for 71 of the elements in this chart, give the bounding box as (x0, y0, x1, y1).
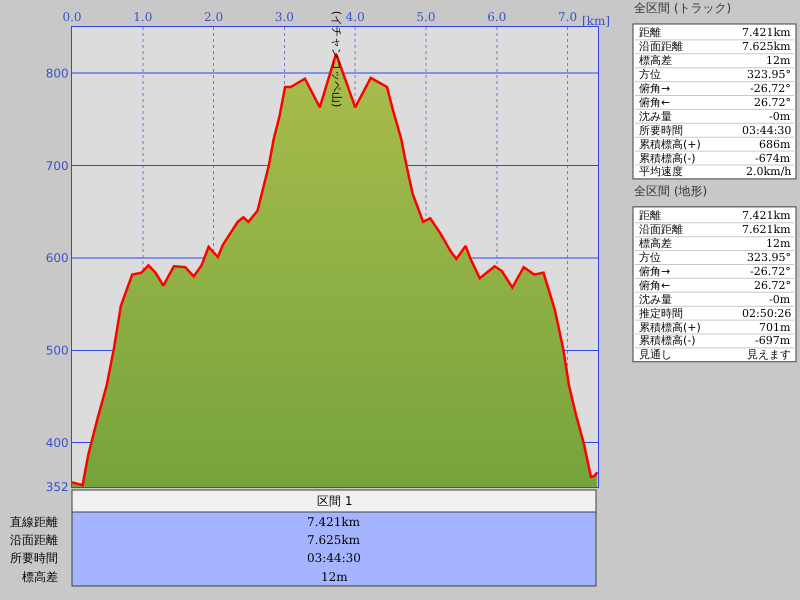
text: 累積標高(+) (639, 138, 701, 151)
y-tick-label: 400 (46, 436, 69, 450)
text: 沿面距離 (639, 40, 683, 53)
text: -0m (769, 110, 791, 123)
text: 区間 1 (317, 494, 352, 508)
text: 標高差 (22, 570, 58, 584)
text: 03:44:30 (307, 551, 361, 565)
text: 方位 (639, 251, 661, 264)
text: 701m (759, 321, 791, 334)
text: 俯角← (639, 96, 670, 109)
text: 沿面距離 (10, 533, 58, 547)
x-tick-label: 1.0 (133, 10, 152, 24)
x-tick-label: 7.0 (558, 10, 578, 24)
y-tick-label: 600 (46, 251, 69, 266)
annotation: (イチャンコッペ山) (330, 10, 343, 108)
text: 所要時間 (639, 124, 683, 137)
text: 686m (759, 138, 791, 151)
text: 方位 (639, 68, 661, 81)
text: 全区間 (地形) (634, 184, 708, 198)
text: 7.421km (307, 515, 361, 529)
text: 323.95° (747, 251, 791, 264)
text: 12m (766, 237, 791, 250)
text: 沈み量 (639, 293, 672, 306)
text: -26.72° (750, 265, 791, 278)
text: 直線距離 (10, 515, 58, 529)
y-tick-label: 500 (46, 343, 69, 358)
text: 標高差 (639, 54, 672, 67)
x-tick-label: 0.0 (62, 10, 82, 24)
text: 7.421km (742, 26, 792, 39)
text: 俯角→ (639, 265, 670, 278)
x-tick-label: 4.0 (346, 10, 365, 24)
text: 323.95° (747, 68, 791, 81)
text: 全区間 (トラック) (634, 1, 732, 15)
y-tick-label: 800 (46, 66, 69, 80)
text: 距離 (639, 209, 661, 222)
x-axis-title: [km] (582, 14, 610, 28)
x-tick-label: 3.0 (274, 10, 294, 24)
text: 平均速度 (639, 165, 683, 178)
x-tick-label: 6.0 (487, 10, 506, 24)
text: 累積標高(-) (639, 334, 696, 347)
text: 標高差 (639, 237, 672, 250)
text: -26.72° (750, 82, 791, 95)
text: 02:50:26 (742, 307, 792, 320)
text: -697m (755, 334, 791, 347)
text: 7.621km (742, 223, 792, 236)
text: 推定時間 (639, 307, 683, 320)
text: 沿面距離 (639, 223, 683, 236)
text: -674m (755, 152, 791, 165)
text: 俯角← (639, 279, 670, 292)
text: 12m (321, 570, 348, 584)
text: -0m (769, 293, 791, 306)
text: 見通し (639, 348, 672, 361)
text: 26.72° (754, 279, 791, 292)
y-tick-label: 700 (46, 158, 69, 173)
text: 7.625km (307, 533, 361, 547)
text: 累積標高(-) (639, 152, 696, 165)
text: 距離 (639, 26, 661, 39)
text: 7.625km (742, 40, 792, 53)
text: 沈み量 (639, 110, 672, 123)
text: 7.421km (742, 209, 792, 222)
text: 26.72° (754, 96, 791, 109)
text: 俯角→ (639, 82, 670, 95)
text: 03:44:30 (742, 124, 792, 137)
x-tick-label: 5.0 (416, 10, 436, 24)
text: 12m (766, 54, 791, 67)
y-tick-label: 352 (46, 480, 69, 494)
text: 見えます (747, 348, 791, 361)
text: 2.0km/h (746, 165, 792, 178)
text: 所要時間 (10, 551, 58, 565)
text: 累積標高(+) (639, 321, 701, 334)
x-tick-label: 2.0 (204, 10, 224, 24)
